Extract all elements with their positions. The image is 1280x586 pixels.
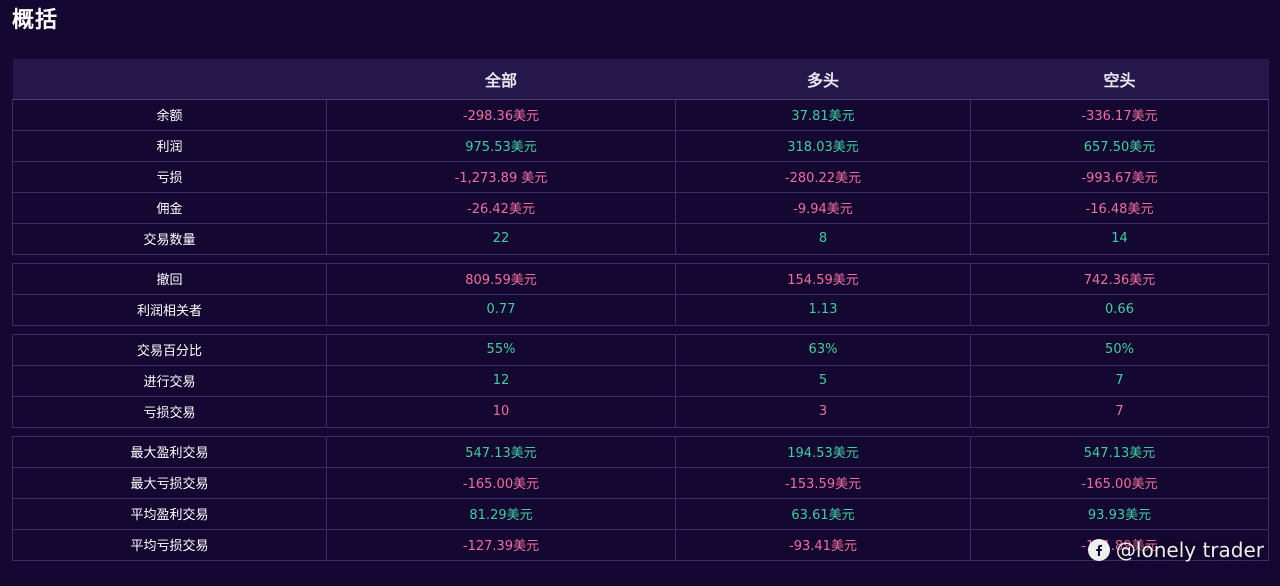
table-row: 平均盈利交易 81.29美元 63.61美元 93.93美元 <box>12 497 1269 530</box>
value-cell: 63.61美元 <box>675 497 971 530</box>
row-label: 交易数量 <box>12 222 327 255</box>
row-label: 最大亏损交易 <box>12 466 327 499</box>
column-header-short: 空头 <box>970 59 1269 100</box>
row-label: 亏损 <box>12 160 327 193</box>
group-separator <box>12 254 1269 263</box>
value-cell: -280.22美元 <box>675 160 971 193</box>
value-cell: 7 <box>970 395 1269 428</box>
value-cell: 0.77 <box>326 293 676 326</box>
group-separator <box>12 427 1269 436</box>
table-row: 利润相关者 0.77 1.13 0.66 <box>12 293 1269 326</box>
column-header-long: 多头 <box>675 59 971 100</box>
value-cell: 1.13 <box>675 293 971 326</box>
row-label: 撤回 <box>12 262 327 295</box>
value-cell: 14 <box>970 222 1269 255</box>
value-cell: 5 <box>675 364 971 397</box>
separator-cell <box>12 325 1269 334</box>
table-row: 佣金 -26.42美元 -9.94美元 -16.48美元 <box>12 191 1269 224</box>
page-title: 概括 <box>12 8 59 33</box>
value-cell: 318.03美元 <box>675 129 971 162</box>
row-label: 交易百分比 <box>12 333 327 366</box>
value-cell: -26.42美元 <box>326 191 676 224</box>
row-label: 余额 <box>12 98 327 131</box>
value-cell: 10 <box>326 395 676 428</box>
value-cell: 154.59美元 <box>675 262 971 295</box>
value-cell: -993.67美元 <box>970 160 1269 193</box>
value-cell: 194.53美元 <box>675 435 971 468</box>
table-row: 利润 975.53美元 318.03美元 657.50美元 <box>12 129 1269 162</box>
value-cell: -1,273.89 美元 <box>326 160 676 193</box>
facebook-icon <box>1087 539 1110 561</box>
row-label: 利润相关者 <box>12 293 327 326</box>
row-label: 亏损交易 <box>12 395 327 428</box>
row-label: 利润 <box>12 129 327 162</box>
value-cell: 81.29美元 <box>326 497 676 530</box>
value-cell: -9.94美元 <box>675 191 971 224</box>
value-cell: -165.00美元 <box>326 466 676 499</box>
value-cell: 975.53美元 <box>326 129 676 162</box>
table-row: 最大亏损交易 -165.00美元 -153.59美元 -165.00美元 <box>12 466 1269 499</box>
table-row: 撤回 809.59美元 154.59美元 742.36美元 <box>12 262 1269 295</box>
value-cell: -165.00美元 <box>970 466 1269 499</box>
row-label: 佣金 <box>12 191 327 224</box>
column-header-all: 全部 <box>326 59 676 100</box>
value-cell: 0.66 <box>970 293 1269 326</box>
table-row: 亏损 -1,273.89 美元 -280.22美元 -993.67美元 <box>12 160 1269 193</box>
value-cell: -153.59美元 <box>675 466 971 499</box>
watermark-text: @lonely trader <box>1115 538 1264 562</box>
row-label: 进行交易 <box>12 364 327 397</box>
value-cell: 55% <box>326 333 676 366</box>
table-row: 平均亏损交易 -127.39美元 -93.41美元 -171.89美元 <box>12 528 1269 561</box>
value-cell: 63% <box>675 333 971 366</box>
value-cell: 547.13美元 <box>970 435 1269 468</box>
table-row: 余额 -298.36美元 37.81美元 -336.17美元 <box>12 98 1269 131</box>
value-cell: 547.13美元 <box>326 435 676 468</box>
value-cell: 7 <box>970 364 1269 397</box>
value-cell: 37.81美元 <box>675 98 971 131</box>
table-row: 最大盈利交易 547.13美元 194.53美元 547.13美元 <box>12 435 1269 468</box>
value-cell: 657.50美元 <box>970 129 1269 162</box>
value-cell: 809.59美元 <box>326 262 676 295</box>
separator-cell <box>12 427 1269 436</box>
value-cell: -298.36美元 <box>326 98 676 131</box>
row-label: 平均盈利交易 <box>12 497 327 530</box>
column-header <box>12 59 327 100</box>
value-cell: -336.17美元 <box>970 98 1269 131</box>
value-cell: 93.93美元 <box>970 497 1269 530</box>
separator-cell <box>12 254 1269 263</box>
value-cell: 12 <box>326 364 676 397</box>
value-cell: 22 <box>326 222 676 255</box>
value-cell: 742.36美元 <box>970 262 1269 295</box>
value-cell: 3 <box>675 395 971 428</box>
table-row: 交易百分比 55% 63% 50% <box>12 333 1269 366</box>
value-cell: 8 <box>675 222 971 255</box>
value-cell: -127.39美元 <box>326 528 676 561</box>
group-separator <box>12 325 1269 334</box>
row-label: 最大盈利交易 <box>12 435 327 468</box>
value-cell: 50% <box>970 333 1269 366</box>
value-cell: -171.89美元 <box>970 528 1269 561</box>
table-row: 交易数量 22 8 14 <box>12 222 1269 255</box>
value-cell: -93.41美元 <box>675 528 971 561</box>
row-label: 平均亏损交易 <box>12 528 327 561</box>
table-row: 进行交易 12 5 7 <box>12 364 1269 397</box>
summary-table: 全部 多头 空头 余额 -298.36美元 37.81美元 -336.17美元 利润 97… <box>12 59 1269 561</box>
table-body: 余额 -298.36美元 37.81美元 -336.17美元 利润 975.53美元 318… <box>12 98 1269 561</box>
watermark: @lonely trader <box>1087 538 1264 562</box>
table-row: 亏损交易 10 3 7 <box>12 395 1269 428</box>
value-cell: -16.48美元 <box>970 191 1269 224</box>
table-header-row: 全部 多头 空头 <box>12 59 1269 100</box>
